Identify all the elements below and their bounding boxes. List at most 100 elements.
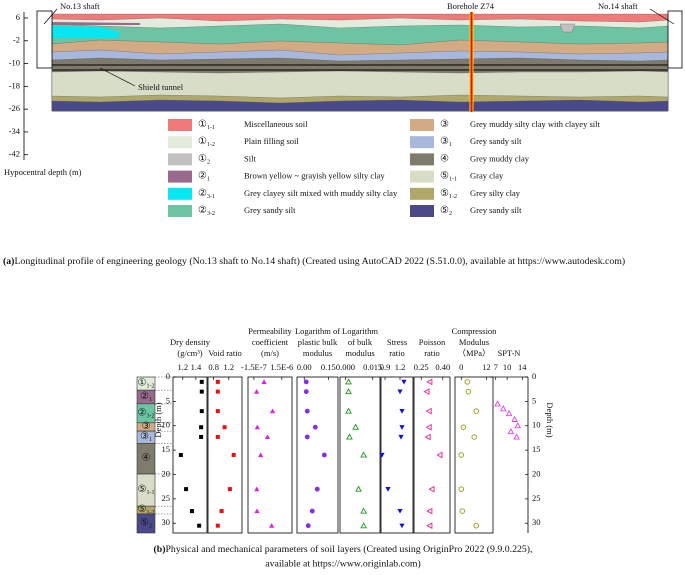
x-tick-label: 0 xyxy=(459,362,463,372)
x-tick-label: 0.40 xyxy=(435,362,450,372)
x-axis-title: Stress xyxy=(387,337,407,347)
panel-frame xyxy=(296,376,339,534)
symbol: ⑤ xyxy=(138,504,147,515)
marker xyxy=(254,508,260,514)
marker xyxy=(215,409,220,414)
marker xyxy=(309,508,315,514)
marker xyxy=(199,425,204,430)
y-tick-label: 25 xyxy=(532,493,541,503)
marker xyxy=(219,509,224,514)
legend-label: Brown yellow ~ grayish yellow silty clay xyxy=(244,171,385,181)
marker xyxy=(494,400,501,407)
symbol: ① xyxy=(198,119,207,130)
stratum-label: ②1 xyxy=(140,391,152,403)
legend-symbol-text: ②1 xyxy=(198,171,210,183)
marker xyxy=(304,434,310,440)
y-axis-title: Depth (m) xyxy=(153,402,163,437)
marker xyxy=(199,379,204,384)
marker xyxy=(215,434,220,439)
panel-frame xyxy=(207,376,243,534)
stratum-label: ②3-2 xyxy=(138,408,155,420)
x-tick-label: 0.000 xyxy=(336,362,355,372)
y-tick-label: -26 xyxy=(9,103,20,113)
symbol: ① xyxy=(138,378,147,389)
legend-symbol-text: ③ xyxy=(440,119,449,130)
x-tick-label: -1.5E-7 xyxy=(241,362,267,372)
soil-layer xyxy=(52,22,140,25)
symbol: ③ xyxy=(440,119,449,130)
caption-b: (b)Physical and mechanical parameters of… xyxy=(154,544,533,555)
marker xyxy=(222,425,227,430)
x-tick-label: 12 xyxy=(482,362,491,372)
marker xyxy=(305,523,311,529)
marker xyxy=(314,486,320,492)
marker xyxy=(511,415,519,422)
marker xyxy=(507,428,515,435)
subscript: 3-1 xyxy=(207,194,215,200)
marker xyxy=(505,410,513,417)
legend-swatch xyxy=(168,170,192,183)
marker xyxy=(401,379,407,385)
marker xyxy=(215,379,220,384)
marker xyxy=(304,408,310,414)
marker xyxy=(385,487,391,492)
x-axis-title: SPT-N xyxy=(498,348,521,358)
subscript: 1-1 xyxy=(449,177,457,183)
marker xyxy=(514,422,522,429)
annotation-leader xyxy=(43,8,58,25)
marker xyxy=(499,405,507,412)
symbol: ① xyxy=(198,154,207,165)
stratum-label: ④ xyxy=(142,453,151,464)
legend-symbol-text: ⑤1-1 xyxy=(440,171,457,183)
marker xyxy=(258,452,264,458)
symbol: ③ xyxy=(440,136,449,147)
marker xyxy=(423,388,430,395)
symbol: ④ xyxy=(142,453,151,464)
y-tick-label: -10 xyxy=(9,58,20,68)
x-axis-title: Logarithm of xyxy=(295,326,340,336)
marker xyxy=(231,453,236,457)
x-axis-title: Logarithm xyxy=(342,326,378,336)
marker xyxy=(473,522,480,529)
symbol: ① xyxy=(198,136,207,147)
marker xyxy=(425,407,432,415)
marker xyxy=(397,508,403,514)
marker xyxy=(269,523,275,528)
x-axis-title: (m/s) xyxy=(261,348,279,358)
marker xyxy=(189,509,194,514)
y-axis-title: Hypocentral depth (m) xyxy=(4,167,82,177)
legend-swatch xyxy=(410,187,434,200)
x-tick-label: 1.2 xyxy=(223,362,234,372)
soil-layer xyxy=(51,99,669,112)
x-axis-title: plastic bulk xyxy=(298,337,338,347)
x-tick-label: 7 xyxy=(494,362,498,372)
marker xyxy=(197,523,202,528)
symbol: ⑤ xyxy=(440,188,449,199)
x-tick-label: 1.2 xyxy=(177,362,188,372)
shaft xyxy=(667,10,683,69)
subscript: 3-2 xyxy=(207,211,215,217)
soil-layer xyxy=(52,26,120,38)
x-tick-label: 1.5E-6 xyxy=(270,362,293,372)
marker xyxy=(346,433,353,440)
x-tick-label: 1.2 xyxy=(395,362,406,372)
symbol: ⑤ xyxy=(140,518,149,529)
subscript: 1-1 xyxy=(146,490,154,496)
annotation-leader xyxy=(649,8,675,25)
subscript: 1 xyxy=(149,397,152,403)
panel-frame xyxy=(339,376,381,534)
y-tick-label: 15 xyxy=(162,444,171,454)
marker xyxy=(178,453,183,457)
marker xyxy=(424,433,431,441)
stratum-label: ⑤1-1 xyxy=(138,484,155,496)
marker xyxy=(215,523,220,528)
symbol: ② xyxy=(198,171,207,182)
y-tick-label: 6 xyxy=(16,12,20,22)
x-axis-title: Compression xyxy=(452,326,498,336)
marker xyxy=(215,389,220,394)
symbol: ② xyxy=(138,408,147,419)
subscript: 1-2 xyxy=(146,384,154,390)
symbol: ② xyxy=(140,391,149,402)
marker xyxy=(303,379,309,385)
y-tick-label: 0 xyxy=(166,371,170,381)
